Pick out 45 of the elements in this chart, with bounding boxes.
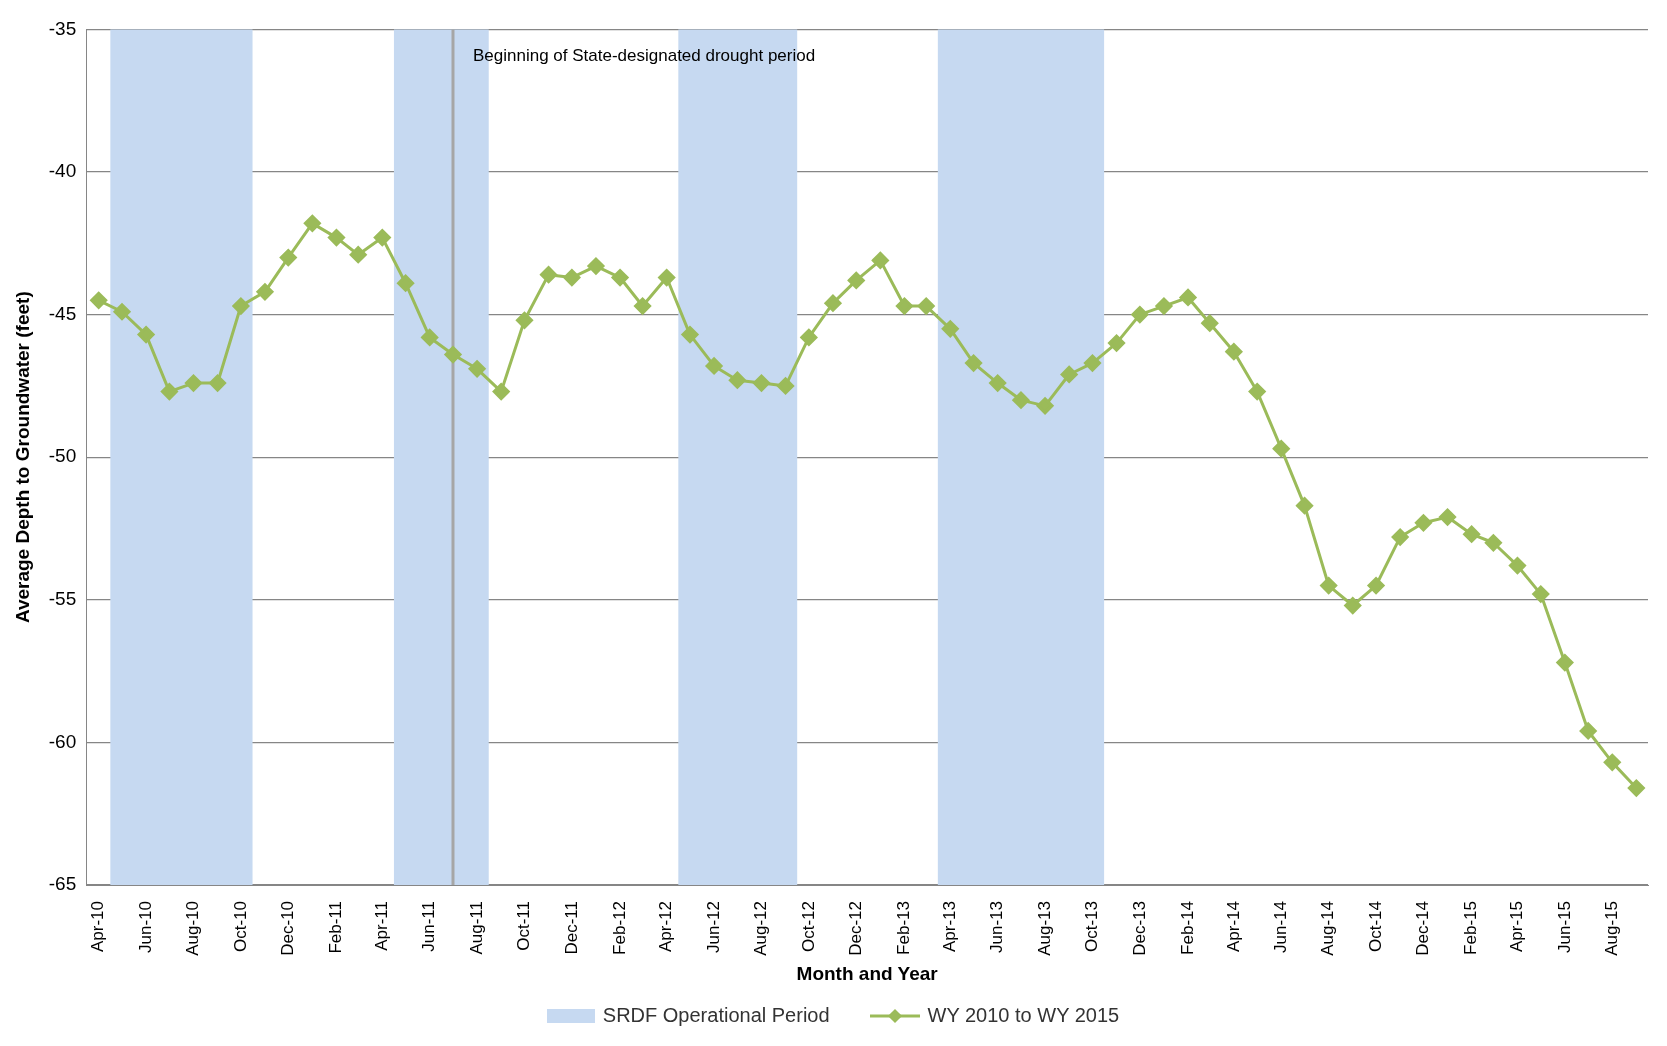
- x-axis-title: Month and Year: [796, 963, 939, 985]
- x-tick-label: Jun-12: [703, 901, 723, 953]
- x-tick-label: Aug-10: [183, 901, 203, 956]
- legend-label: SRDF Operational Period: [602, 1004, 830, 1027]
- y-tick-label: -40: [48, 160, 77, 182]
- y-tick-label: -45: [48, 302, 77, 324]
- x-tick-label: Oct-13: [1082, 901, 1102, 953]
- x-tick-label: Oct-12: [798, 901, 818, 953]
- x-tick-label: Aug-13: [1034, 901, 1054, 956]
- y-tick-label: -35: [48, 17, 77, 39]
- x-tick-label: Feb-13: [894, 901, 914, 955]
- x-tick-label: Apr-13: [939, 901, 959, 953]
- x-tick-label: Aug-14: [1318, 901, 1338, 956]
- x-tick-label: Oct-11: [514, 901, 534, 951]
- x-tick-label: Jun-14: [1270, 901, 1290, 953]
- x-tick-label: Aug-15: [1601, 901, 1621, 956]
- y-tick-label: -50: [48, 445, 77, 467]
- x-tick-label: Apr-14: [1223, 901, 1243, 953]
- y-axis-title: Average Depth to Groundwater (feet): [11, 291, 33, 624]
- x-tick-label: Dec-14: [1413, 901, 1433, 956]
- legend-label: WY 2010 to WY 2015: [927, 1004, 1120, 1027]
- x-tick-label: Apr-10: [88, 901, 108, 953]
- x-tick-label: Feb-15: [1461, 901, 1481, 955]
- x-tick-label: Jun-15: [1554, 901, 1574, 953]
- x-tick-label: Oct-10: [230, 901, 250, 953]
- y-tick-label: -55: [48, 588, 77, 610]
- x-tick-label: Apr-12: [656, 901, 676, 953]
- y-tick-label: -65: [48, 873, 77, 895]
- x-tick-label: Feb-12: [609, 901, 629, 955]
- x-tick-label: Dec-12: [845, 901, 865, 956]
- x-tick-label: Apr-11: [371, 901, 391, 951]
- x-tick-label: Apr-15: [1507, 901, 1527, 953]
- x-tick-label: Jun-11: [419, 901, 439, 952]
- x-tick-label: Dec-11: [561, 901, 581, 955]
- x-tick-label: Jun-10: [135, 901, 155, 953]
- x-tick-label: Dec-13: [1129, 901, 1149, 956]
- x-tick-label: Feb-14: [1177, 901, 1197, 955]
- x-tick-label: Dec-10: [277, 901, 297, 956]
- ref-line-label: Beginning of State-designated drought period: [473, 46, 816, 66]
- y-tick-label: -60: [48, 730, 77, 752]
- x-tick-label: Feb-11: [326, 901, 346, 954]
- x-tick-label: Aug-11: [466, 901, 486, 955]
- x-tick-label: Aug-12: [751, 901, 771, 956]
- x-tick-label: Oct-14: [1365, 901, 1385, 953]
- x-tick-label: Jun-13: [987, 901, 1007, 953]
